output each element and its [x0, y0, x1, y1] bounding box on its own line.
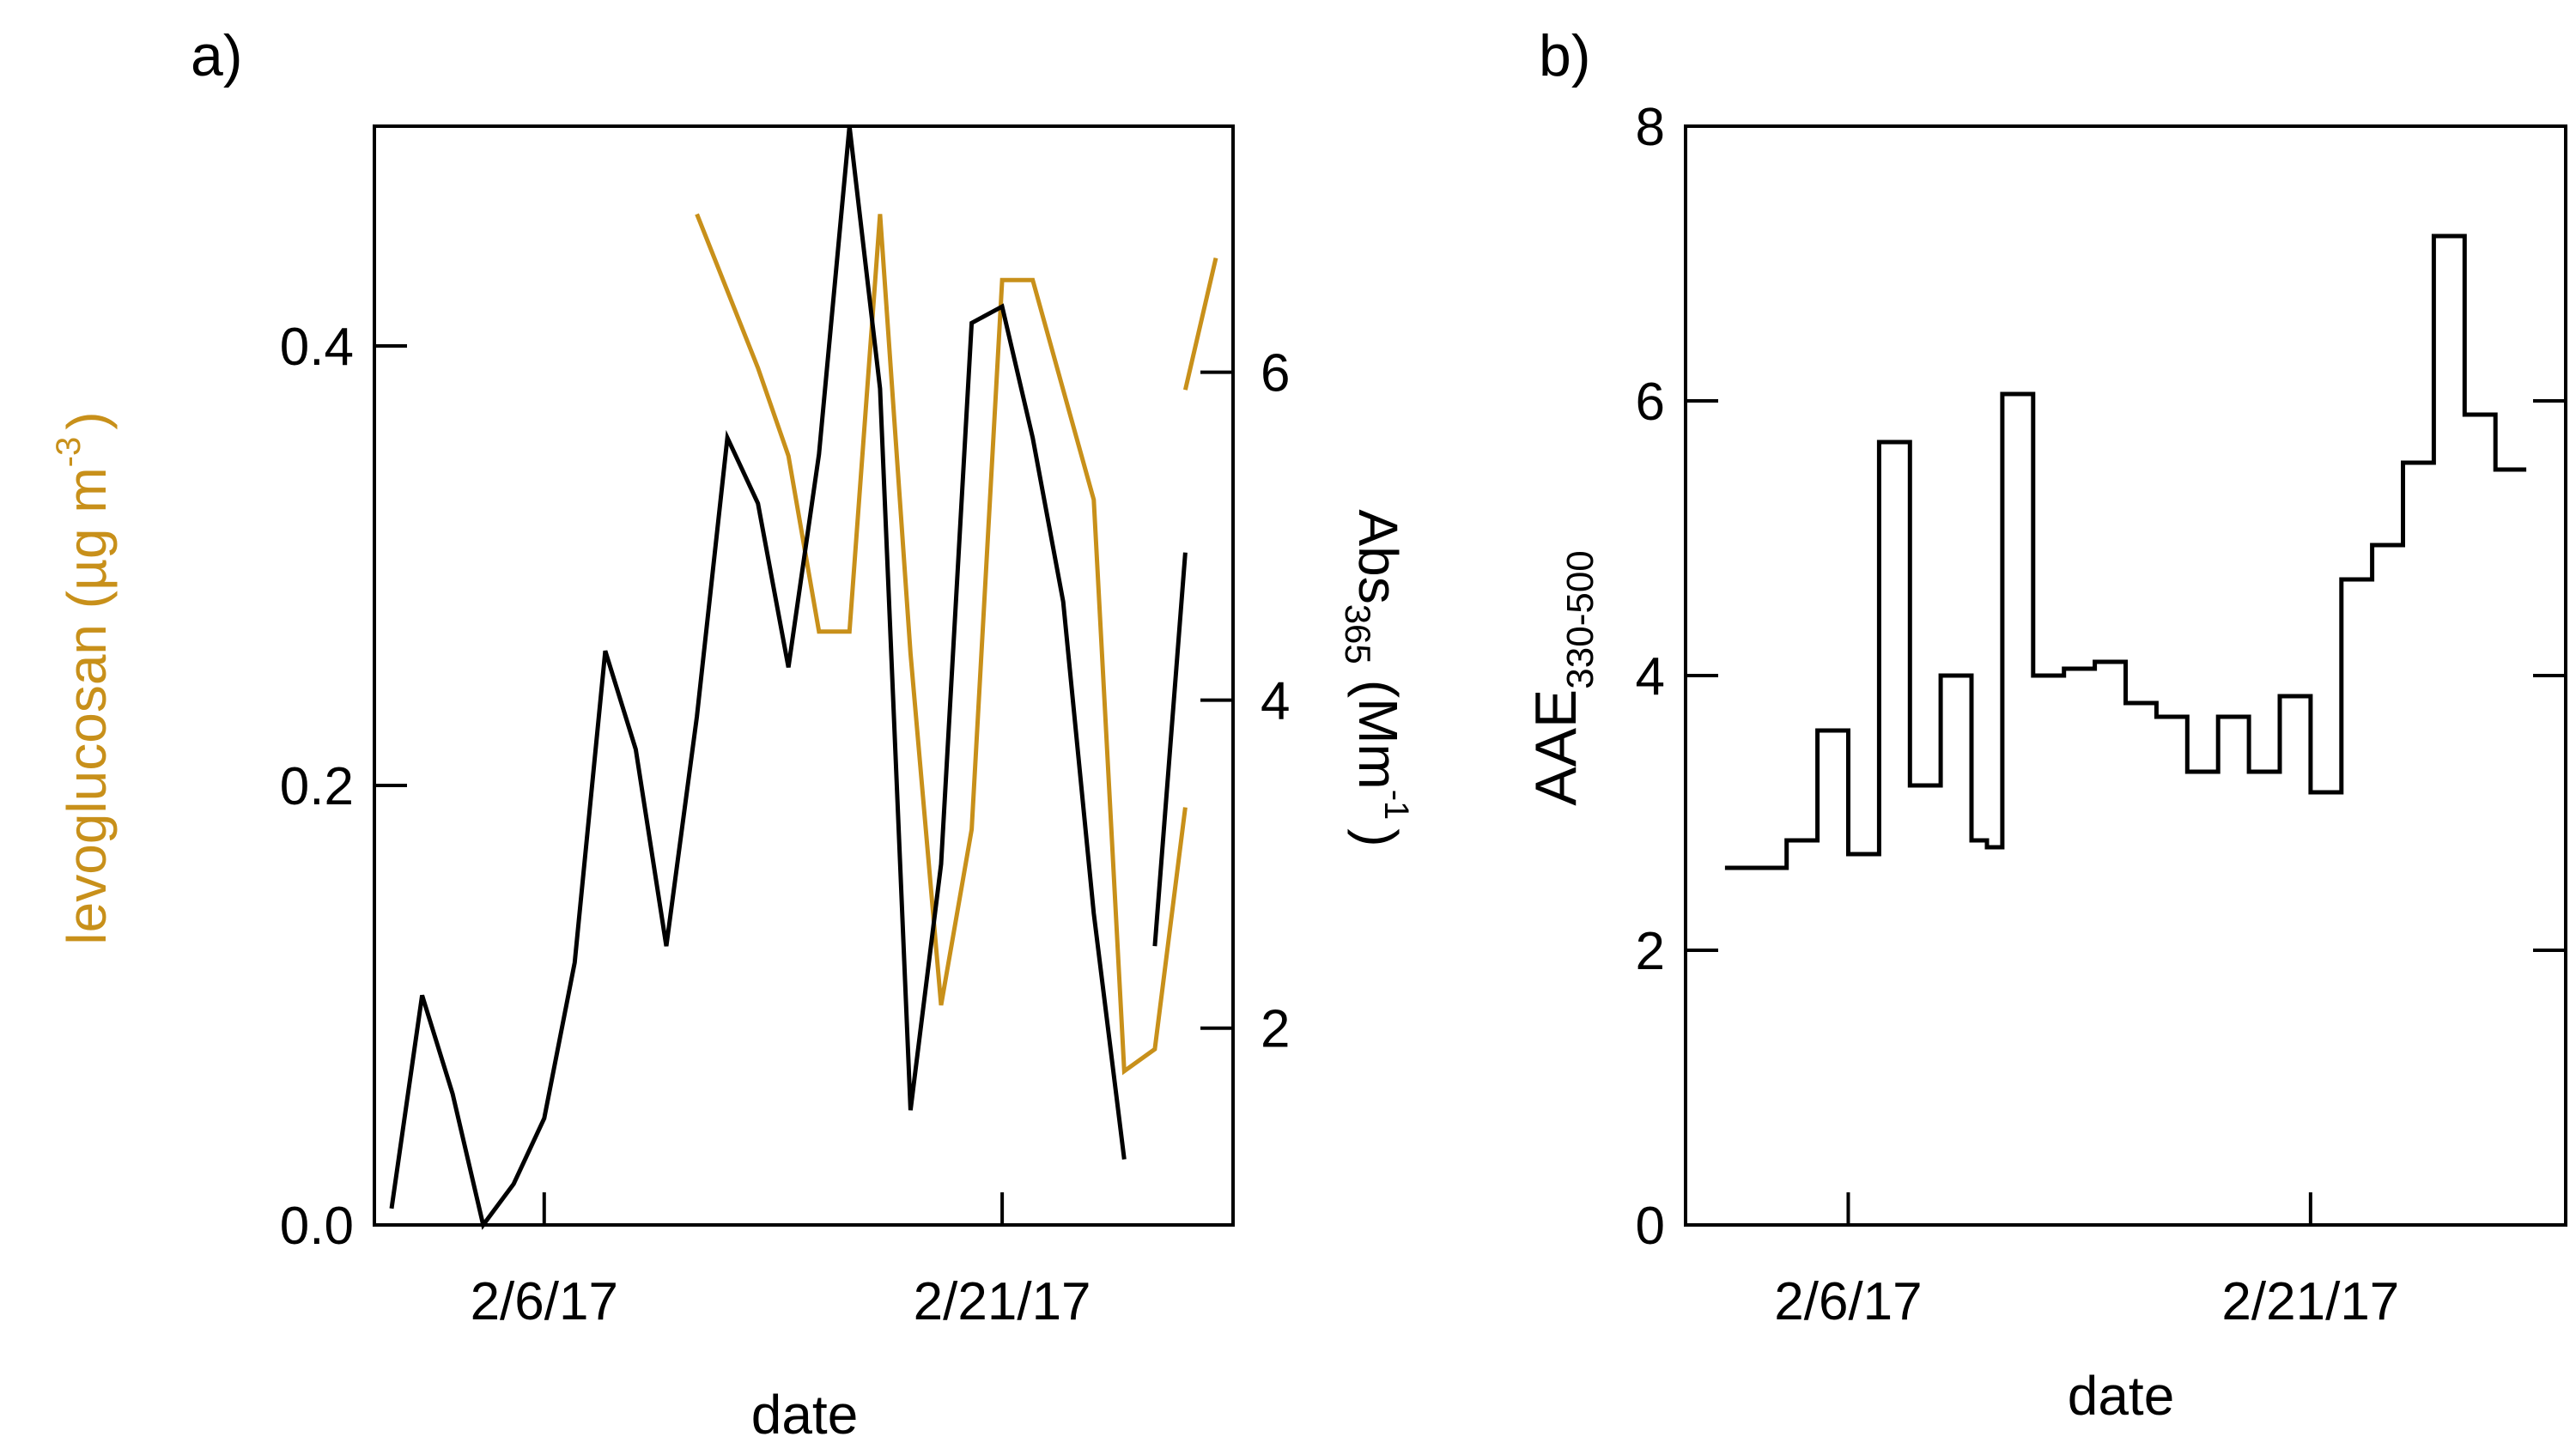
- x-tick-label: 2/21/17: [914, 1272, 1091, 1331]
- right-label-main: Abs: [1347, 509, 1409, 603]
- right-y-tick-label: 2: [1261, 1000, 1290, 1059]
- Abs365-series-line: [389, 125, 1127, 1230]
- aae-label-sub: 330-500: [1559, 550, 1601, 688]
- aae-step-line: [1724, 233, 2527, 870]
- right-label-close: ): [1347, 828, 1409, 846]
- left-y-tick-label: 0.4: [280, 318, 354, 377]
- panel-a-right-axis-label: Abs365 (Mm-1): [1338, 509, 1415, 846]
- panel-b-x-axis-label: date: [2068, 1365, 2175, 1427]
- x-tick-label: 2/6/17: [471, 1272, 618, 1331]
- panel-b-label: b): [1539, 23, 1590, 88]
- right-label-units: (Mm: [1347, 680, 1409, 790]
- right-label-sup: -1: [1377, 790, 1415, 821]
- left-label-sup: -3: [50, 437, 88, 468]
- Abs365-series-line: [1152, 552, 1188, 947]
- aae-x-tick-label: 2/6/17: [1774, 1272, 1922, 1331]
- left-label-close: ): [56, 411, 118, 429]
- panel-a-left-axis-label: levoglucosan (µg m-3): [50, 411, 118, 944]
- panel-a-plot-frame: [373, 124, 1235, 1227]
- panel-a-label: a): [191, 23, 242, 88]
- left-y-tick-label: 0.2: [280, 757, 354, 816]
- left-y-tick-label: 0.0: [280, 1197, 354, 1256]
- panel-a-x-axis-label: date: [751, 1384, 859, 1446]
- aae-label-main: AAE: [1523, 689, 1589, 806]
- aae-y-tick-label: 8: [1636, 98, 1665, 157]
- aae-y-tick-label: 2: [1636, 922, 1665, 981]
- left-label-main: levoglucosan (µg m: [56, 467, 118, 944]
- levoglucosan-series-line: [1182, 258, 1218, 391]
- aae-y-tick-label: 4: [1636, 647, 1665, 706]
- aae-y-tick-label: 6: [1636, 373, 1665, 432]
- right-label-sub: 365: [1338, 604, 1378, 664]
- aae-x-tick-label: 2/21/17: [2221, 1272, 2399, 1331]
- right-y-tick-label: 6: [1261, 344, 1290, 403]
- aae-y-tick-label: 0: [1636, 1197, 1665, 1256]
- panel-b-y-axis-label: AAE330-500: [1523, 550, 1601, 806]
- levoglucosan-series-line: [695, 213, 1188, 1076]
- right-y-tick-label: 4: [1261, 672, 1290, 731]
